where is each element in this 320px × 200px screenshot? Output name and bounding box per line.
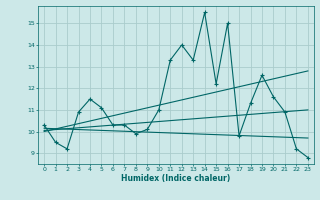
X-axis label: Humidex (Indice chaleur): Humidex (Indice chaleur)	[121, 174, 231, 183]
